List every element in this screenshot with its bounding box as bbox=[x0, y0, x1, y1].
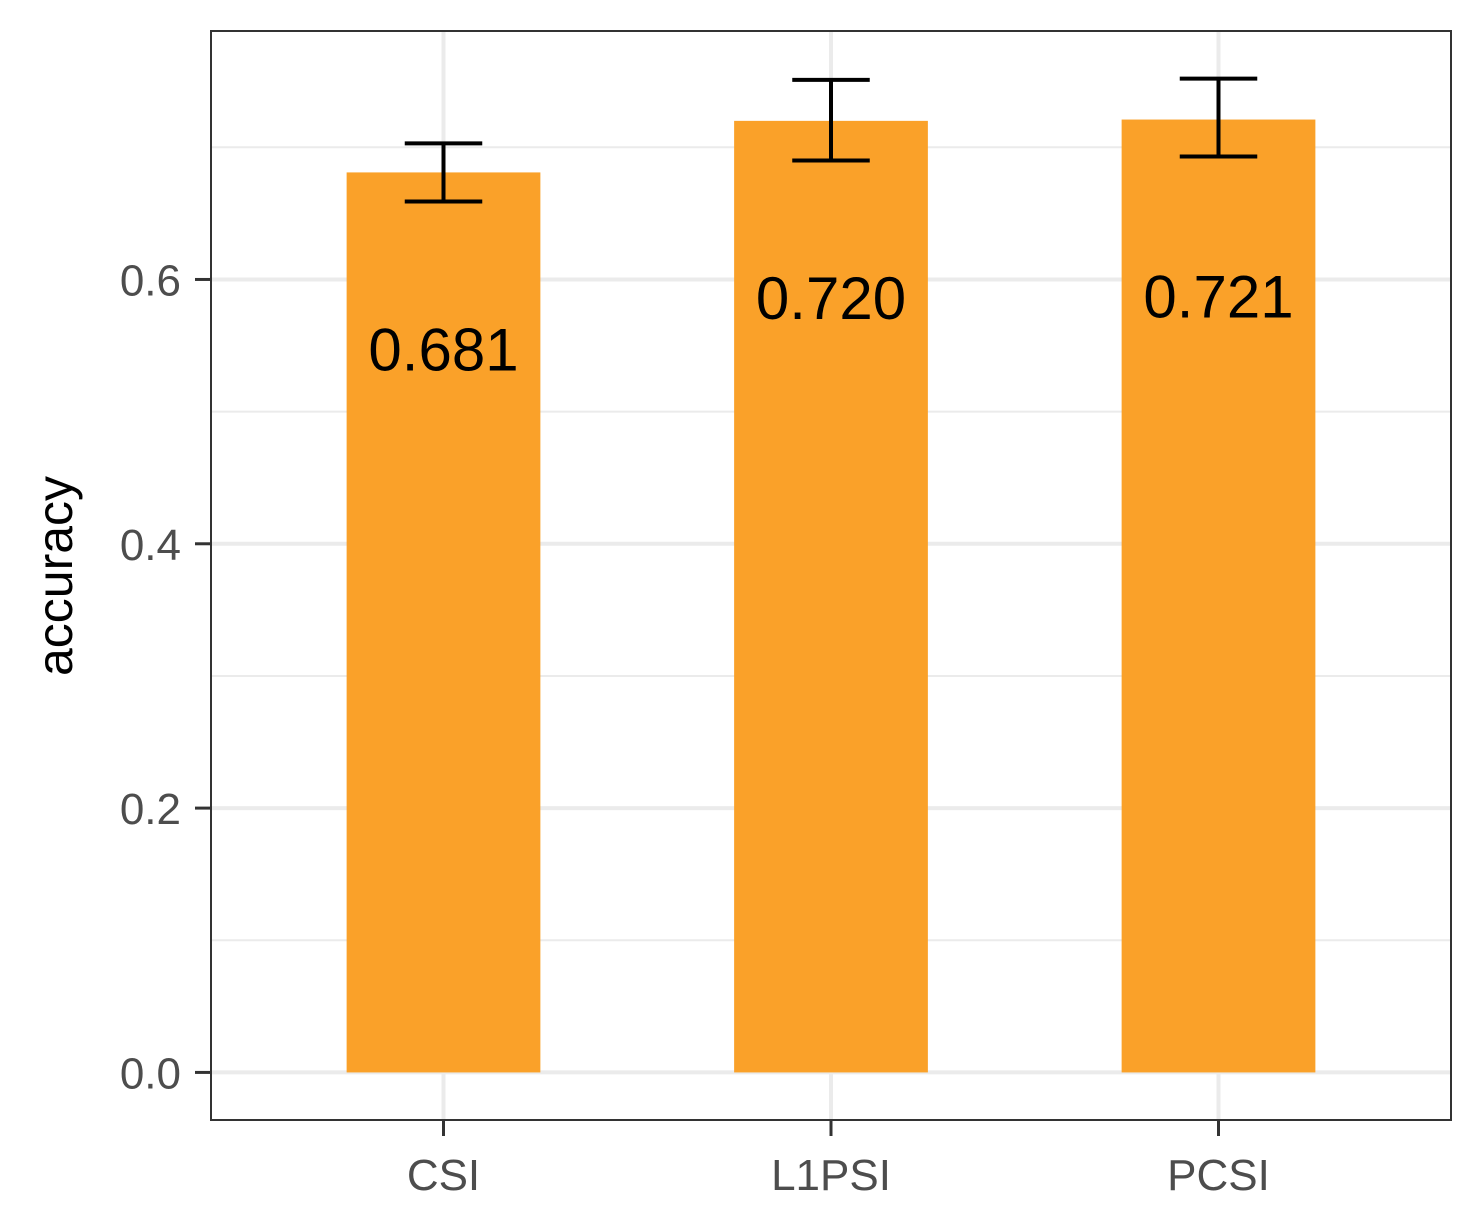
x-tick-label-l1psi: L1PSI bbox=[771, 1151, 891, 1200]
bar-pcsi bbox=[1121, 119, 1316, 1073]
y-tick-label: 0.2 bbox=[120, 785, 181, 834]
y-axis-title: accuracy bbox=[27, 476, 83, 676]
x-tick-label-csi: CSI bbox=[407, 1151, 480, 1200]
error-bar-l1psi bbox=[792, 77, 870, 163]
axes: 0.0 0.2 0.4 0.6 CSI L1PSI PCSI bbox=[120, 256, 1270, 1200]
value-label-l1psi: 0.720 bbox=[756, 265, 906, 332]
bars bbox=[346, 119, 1316, 1073]
bar-csi bbox=[346, 172, 541, 1073]
error-bars bbox=[404, 76, 1258, 204]
value-label-csi: 0.681 bbox=[368, 316, 518, 383]
bar-value-labels: 0.681 0.720 0.721 bbox=[368, 264, 1293, 384]
y-tick-label: 0.4 bbox=[120, 521, 181, 570]
error-bar-pcsi bbox=[1179, 76, 1258, 159]
bar-l1psi bbox=[734, 120, 928, 1073]
value-label-pcsi: 0.721 bbox=[1143, 264, 1293, 331]
y-tick-label: 0.0 bbox=[120, 1049, 181, 1098]
y-tick-label: 0.6 bbox=[120, 256, 181, 305]
error-bar-csi bbox=[404, 141, 483, 204]
x-tick-label-pcsi: PCSI bbox=[1167, 1151, 1270, 1200]
